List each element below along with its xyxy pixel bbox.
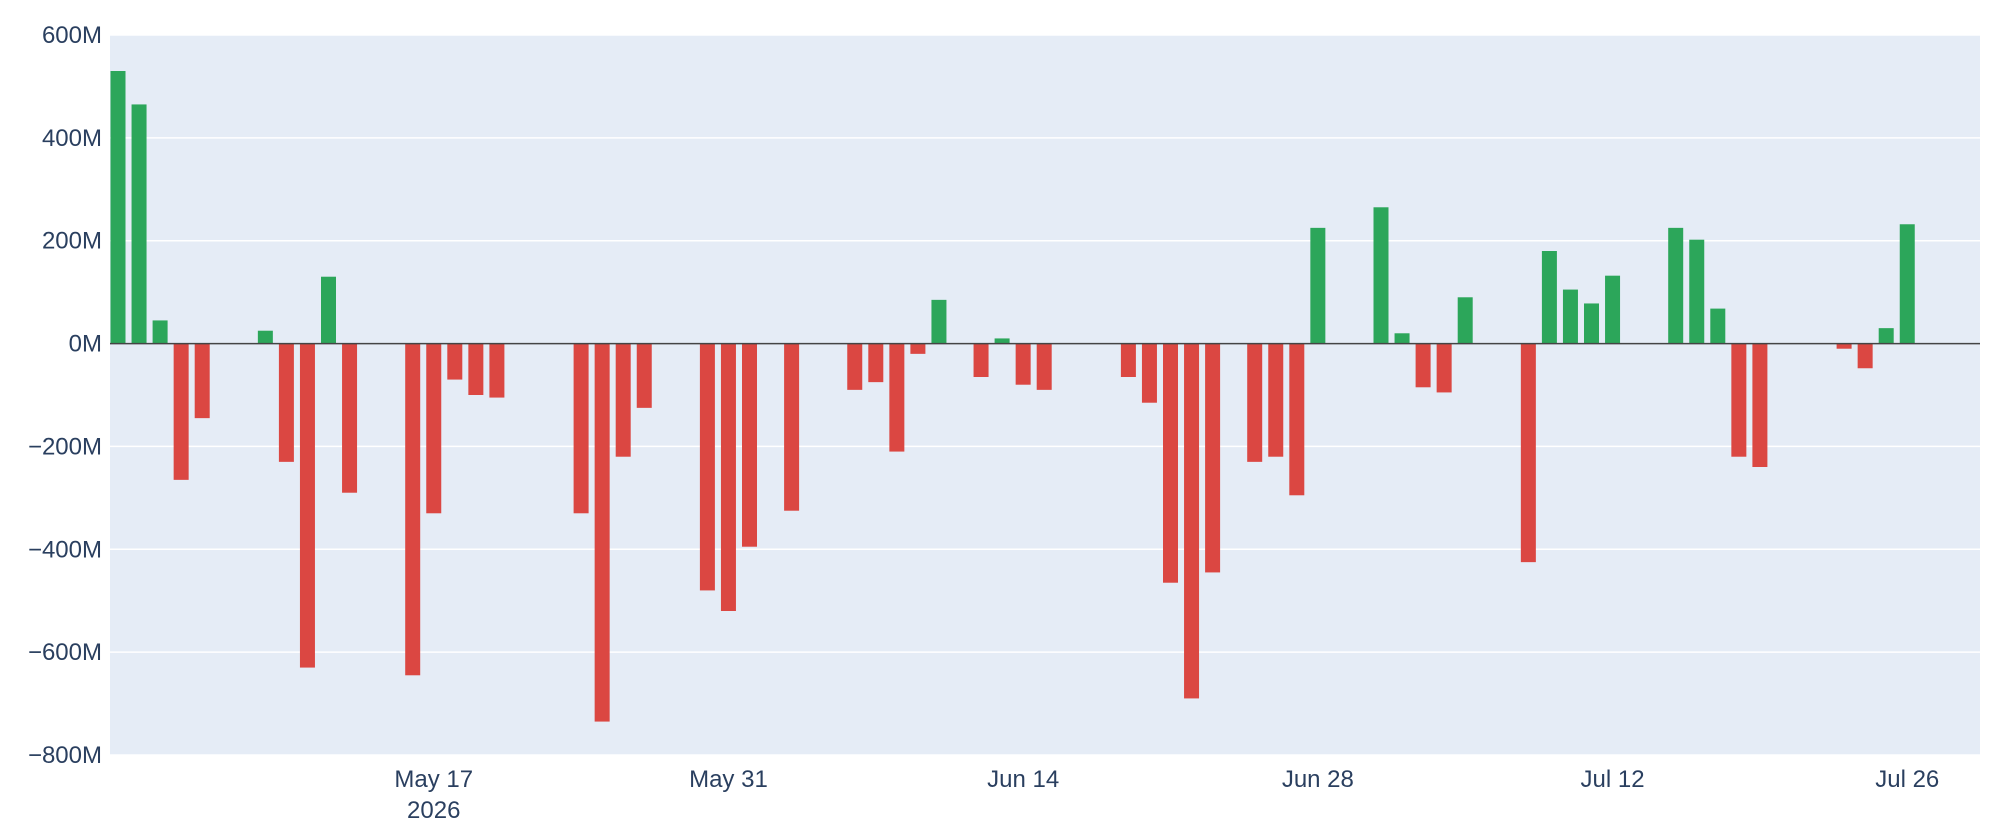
grid-lines bbox=[110, 34, 1980, 756]
bar bbox=[615, 343, 631, 457]
bar bbox=[152, 320, 168, 344]
y-axis: 600M 400M 200M 0M −200M −400M −600M −800M bbox=[28, 22, 102, 769]
bar bbox=[1289, 343, 1305, 496]
bar bbox=[1731, 343, 1747, 457]
y-tick-label: −800M bbox=[28, 742, 102, 769]
y-tick-label: 600M bbox=[42, 22, 102, 49]
bar bbox=[257, 330, 273, 344]
bar bbox=[910, 343, 926, 354]
bar bbox=[426, 343, 442, 514]
bar bbox=[1541, 251, 1557, 344]
bar bbox=[868, 343, 884, 383]
bar bbox=[1015, 343, 1031, 385]
bar bbox=[278, 343, 294, 462]
bar bbox=[1436, 343, 1452, 393]
bar bbox=[1184, 343, 1200, 699]
x-tick-label: Jul 12 bbox=[1581, 766, 1645, 793]
bar bbox=[1836, 343, 1852, 349]
bar bbox=[1878, 328, 1894, 344]
bar bbox=[321, 276, 336, 344]
y-tick-label: 400M bbox=[42, 125, 102, 152]
bar bbox=[1689, 239, 1705, 344]
bar bbox=[720, 343, 736, 611]
bar bbox=[173, 343, 189, 480]
bar bbox=[1584, 303, 1599, 344]
bar bbox=[405, 343, 421, 676]
bar bbox=[1899, 224, 1915, 344]
bar bbox=[1247, 343, 1263, 462]
bar bbox=[1310, 227, 1326, 344]
x-axis: May 17 2026 May 31 Jun 14 Jun 28 Jul 12 Jul 26 bbox=[394, 766, 1939, 824]
bar bbox=[636, 343, 652, 408]
bar bbox=[1457, 297, 1473, 344]
bar bbox=[994, 338, 1010, 344]
x-tick-year-label: 2026 bbox=[407, 797, 460, 824]
plot-background bbox=[110, 35, 1980, 755]
bar bbox=[468, 343, 484, 395]
bar bbox=[1562, 289, 1578, 344]
x-tick-label: Jul 26 bbox=[1875, 766, 1939, 793]
bar bbox=[847, 343, 863, 390]
bar bbox=[1710, 308, 1726, 344]
bar bbox=[1752, 343, 1768, 467]
bar bbox=[1668, 227, 1684, 344]
bar bbox=[573, 343, 589, 514]
bar bbox=[342, 343, 358, 493]
bar bbox=[973, 343, 989, 377]
bar bbox=[699, 343, 715, 591]
bar bbox=[1605, 275, 1621, 344]
bar bbox=[131, 104, 147, 344]
y-tick-label: −400M bbox=[28, 536, 102, 563]
bar bbox=[1163, 343, 1178, 583]
bar bbox=[1141, 343, 1157, 403]
bar bbox=[889, 343, 905, 452]
x-tick-label: Jun 28 bbox=[1282, 766, 1354, 793]
bar bbox=[194, 343, 210, 419]
bar bbox=[1415, 343, 1431, 388]
bar bbox=[1857, 343, 1873, 369]
bar bbox=[1036, 343, 1052, 390]
bar bbox=[931, 299, 947, 344]
bar bbox=[1373, 207, 1389, 344]
y-tick-label: 0M bbox=[69, 331, 102, 358]
bar bbox=[489, 343, 505, 398]
y-tick-label: −200M bbox=[28, 433, 102, 460]
bar bbox=[784, 343, 800, 511]
y-tick-label: −600M bbox=[28, 639, 102, 666]
x-tick-label: May 17 bbox=[394, 766, 473, 793]
bar bbox=[299, 343, 315, 668]
bar bbox=[594, 343, 610, 722]
bar bbox=[1394, 333, 1410, 344]
bar bbox=[1520, 343, 1536, 563]
x-tick-label: Jun 14 bbox=[987, 766, 1059, 793]
bar bbox=[1120, 343, 1136, 377]
bar bbox=[1268, 343, 1284, 457]
bar bbox=[447, 343, 463, 380]
bar bbox=[742, 343, 757, 547]
bar bbox=[1205, 343, 1221, 573]
bars bbox=[110, 71, 1915, 722]
x-tick-label: May 31 bbox=[689, 766, 768, 793]
bar bbox=[110, 71, 126, 344]
y-tick-label: 200M bbox=[42, 228, 102, 255]
